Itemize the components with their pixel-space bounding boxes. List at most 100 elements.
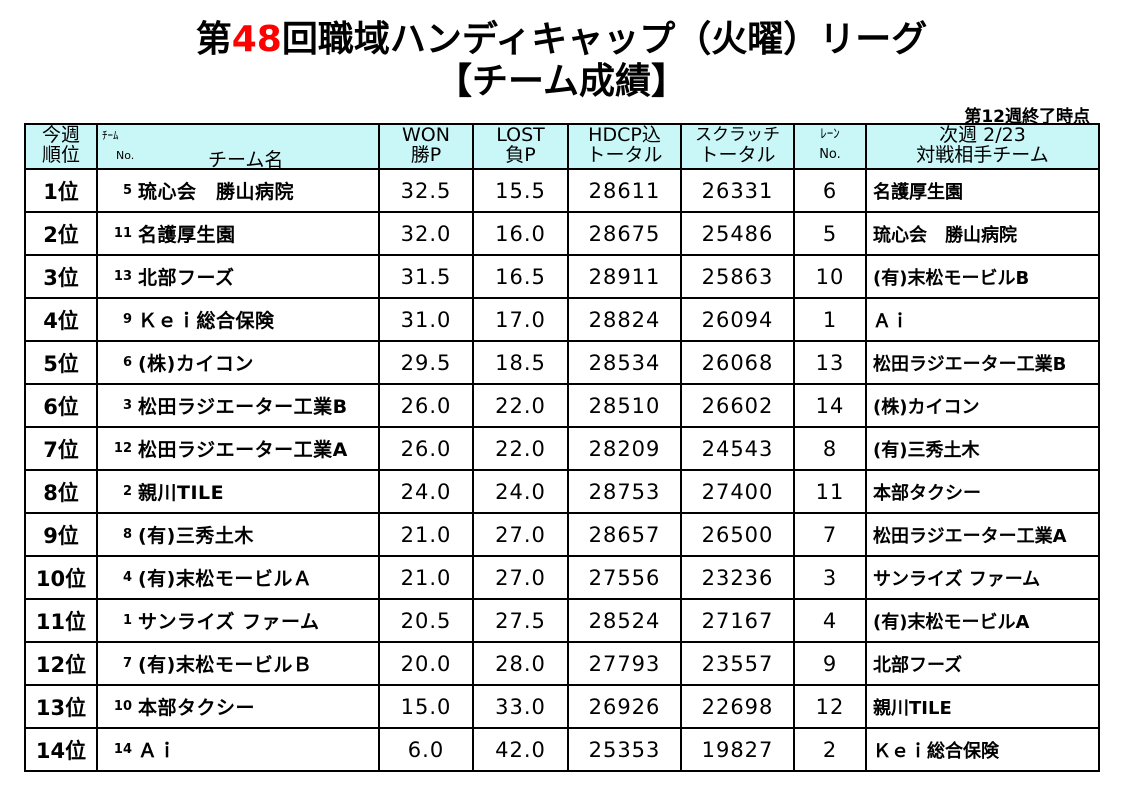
lane-cell: 8 [793,426,867,471]
scratch-total-cell: 23557 [680,641,795,686]
hdcp-total-cell: 28675 [567,211,682,256]
status-text: 第12週終了時点 [964,107,1090,127]
team-name: 本部タクシー [138,697,256,719]
lane-cell: 1 [793,297,867,342]
team-name: 親川TILE [138,482,225,504]
lane-cell: 10 [793,254,867,299]
scratch-total-cell: 26068 [680,340,795,385]
team-name: 名護厚生園 [138,224,236,246]
lost-cell: 16.0 [472,211,569,256]
table-header-row: 今週 順位 ﾁｰﾑ No. チーム名 WON 勝P LOST 負P HDCP込 トータル… [24,123,1100,171]
league-number: 48 [231,19,282,60]
won-cell: 6.0 [378,727,474,772]
header-won: WON 勝P [378,123,474,170]
won-cell: 29.5 [378,340,474,385]
lost-cell: 24.0 [472,469,569,514]
header-team: ﾁｰﾑ No. チーム名 [96,123,380,171]
team-cell: 14 Ａｉ [96,727,380,772]
team-number: 8 [122,527,132,542]
team-name: 北部フーズ [138,267,235,289]
team-name: (有)末松モービルＢ [138,654,313,676]
won-cell: 26.0 [378,383,474,428]
lost-cell: 18.5 [472,340,569,385]
team-number: 5 [122,183,132,198]
hdcp-total-cell: 28911 [567,254,682,299]
team-cell: 1 サンライズ ファーム [96,598,380,643]
table-row: 1位 5 琉心会 勝山病院 32.5 15.5 28611 26331 6 名護厚生園 [24,168,1100,213]
lane-cell: 5 [793,211,867,256]
rank-cell: 6位 [24,383,98,428]
team-name: (有)三秀土木 [138,525,254,547]
scratch-total-cell: 26331 [680,168,795,213]
scratch-total-cell: 24543 [680,426,795,471]
rank-cell: 7位 [24,426,98,471]
won-cell: 20.5 [378,598,474,643]
lost-cell: 33.0 [472,684,569,729]
lane-cell: 13 [793,340,867,385]
table-row: 6位 3 松田ラジエーター工業B 26.0 22.0 28510 26602 14 (株)カイコ… [24,383,1100,428]
header-rank: 今週 順位 [24,123,98,170]
table-row: 7位 12 松田ラジエーター工業A 26.0 22.0 28209 24543 8 (有)三秀土… [24,426,1100,471]
team-number: 14 [113,742,132,757]
opponent-cell: 本部タクシー [865,469,1100,514]
team-name: Ｋｅｉ総合保険 [138,310,275,332]
team-name: (有)末松モービルＡ [138,568,313,590]
team-number: 12 [113,441,132,456]
table-row: 4位 9 Ｋｅｉ総合保険 31.0 17.0 28824 26094 1 Ａｉ [24,297,1100,342]
rank-cell: 4位 [24,297,98,342]
title-suffix: 回職域ハンディキャップ（火曜）リーグ [281,19,928,60]
lane-cell: 7 [793,512,867,557]
team-cell: 4 (有)末松モービルＡ [96,555,380,600]
header-lost: LOST 負P [472,123,569,170]
lost-cell: 22.0 [472,383,569,428]
scratch-total-cell: 25486 [680,211,795,256]
table-row: 9位 8 (有)三秀土木 21.0 27.0 28657 26500 7 松田ラジエーター工業A [24,512,1100,557]
opponent-cell: 琉心会 勝山病院 [865,211,1100,256]
lane-cell: 12 [793,684,867,729]
scratch-total-cell: 26094 [680,297,795,342]
lane-cell: 4 [793,598,867,643]
rank-cell: 9位 [24,512,98,557]
lost-cell: 27.0 [472,512,569,557]
rank-cell: 12位 [24,641,98,686]
won-cell: 31.5 [378,254,474,299]
team-name: サンライズ ファーム [138,611,320,633]
team-cell: 3 松田ラジエーター工業B [96,383,380,428]
scratch-total-cell: 25863 [680,254,795,299]
team-number: 6 [122,355,132,370]
team-number: 1 [122,613,132,628]
team-cell: 10 本部タクシー [96,684,380,729]
lane-cell: 2 [793,727,867,772]
rank-cell: 10位 [24,555,98,600]
team-cell: 2 親川TILE [96,469,380,514]
team-cell: 12 松田ラジエーター工業A [96,426,380,471]
lost-cell: 17.0 [472,297,569,342]
won-cell: 15.0 [378,684,474,729]
table-row: 14位 14 Ａｉ 6.0 42.0 25353 19827 2 Ｋｅｉ総合保険 [24,727,1100,772]
scratch-total-cell: 27400 [680,469,795,514]
won-cell: 21.0 [378,512,474,557]
lost-cell: 27.0 [472,555,569,600]
header-scratch: スクラッチ トータル [680,123,795,170]
team-cell: 8 (有)三秀土木 [96,512,380,557]
rank-cell: 13位 [24,684,98,729]
lane-cell: 11 [793,469,867,514]
lane-cell: 6 [793,168,867,213]
rank-cell: 14位 [24,727,98,772]
won-cell: 21.0 [378,555,474,600]
won-cell: 32.0 [378,211,474,256]
hdcp-total-cell: 26926 [567,684,682,729]
team-number: 10 [113,699,132,714]
table-row: 3位 13 北部フーズ 31.5 16.5 28911 25863 10 (有)末松モービルB [24,254,1100,299]
rank-cell: 5位 [24,340,98,385]
hdcp-total-cell: 28611 [567,168,682,213]
won-cell: 20.0 [378,641,474,686]
header-lane: ﾚｰﾝ No. [793,123,867,170]
opponent-cell: Ｋｅｉ総合保険 [865,727,1100,772]
team-name: Ａｉ [138,740,178,762]
page-subtitle: 【チーム成績】 [436,61,687,102]
opponent-cell: サンライズ ファーム [865,555,1100,600]
team-cell: 7 (有)末松モービルＢ [96,641,380,686]
lost-cell: 16.5 [472,254,569,299]
team-number: 7 [122,656,132,671]
